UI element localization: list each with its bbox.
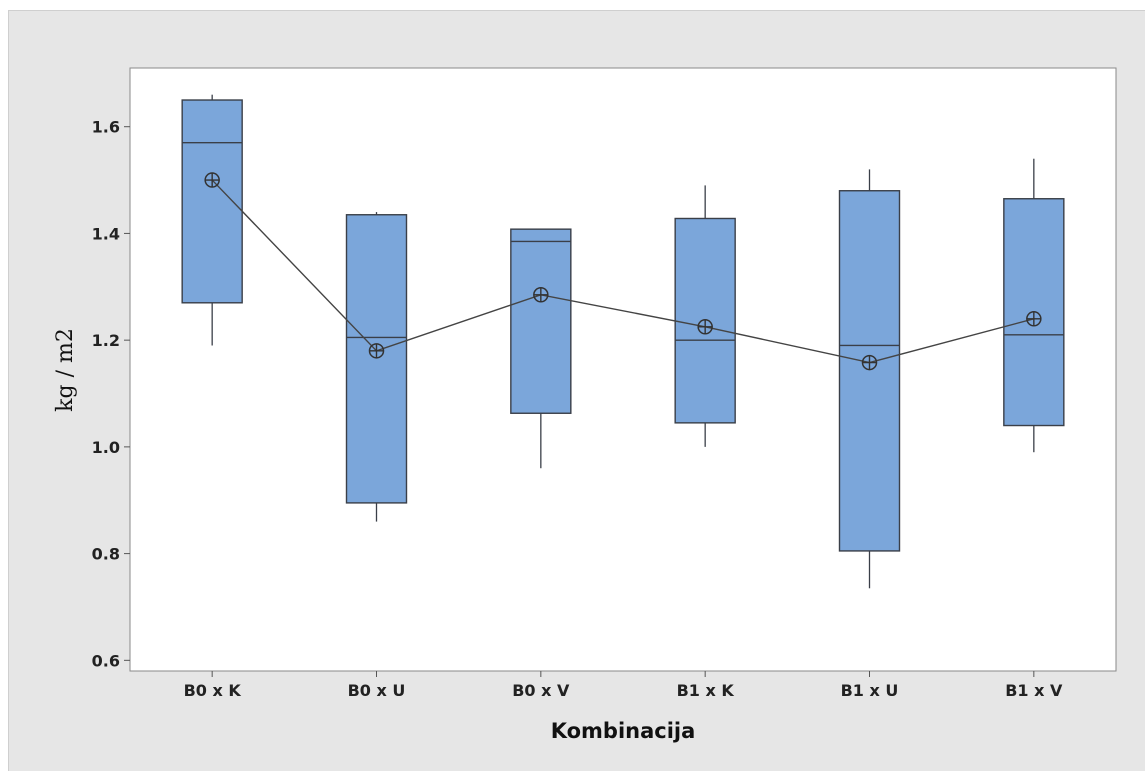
- x-tick-label: B0 x U: [348, 681, 406, 700]
- box-4: [674, 185, 736, 447]
- mean-symbol: [861, 354, 878, 371]
- x-tick-label: B1 x K: [677, 681, 735, 700]
- iqr-box: [345, 214, 408, 504]
- box-6: [1003, 158, 1065, 453]
- iqr-box: [838, 190, 901, 552]
- box-5: [838, 169, 901, 589]
- box-2: [345, 212, 408, 522]
- x-tick-label: B1 x V: [1005, 681, 1063, 700]
- x-axis-title: Kombinacija: [551, 719, 696, 743]
- mean-connect-line: [211, 179, 1035, 364]
- x-tick-label: B0 x V: [512, 681, 570, 700]
- box-3: [510, 228, 572, 469]
- y-tick-label: 1.2: [92, 331, 120, 350]
- y-tick-label: 1.4: [92, 224, 120, 243]
- y-tick-label: 0.6: [92, 651, 120, 670]
- y-tick-label: 1.6: [92, 118, 120, 137]
- y-tick-label: 0.8: [92, 545, 120, 564]
- plot-area: [129, 67, 1117, 672]
- iqr-box: [510, 228, 572, 414]
- mean-symbol: [204, 172, 220, 188]
- iqr-box: [1003, 198, 1065, 427]
- y-tick-label: 1.0: [92, 438, 120, 457]
- y-axis-title: kg / m2: [53, 328, 78, 412]
- x-tick-label: B0 x K: [184, 681, 242, 700]
- mean-symbol: [697, 319, 713, 335]
- x-tick-label: B1 x U: [841, 681, 899, 700]
- mean-symbol: [1026, 311, 1042, 327]
- x-axis: B0 x K B0 x U B0 x V B1 x K B1 x U B1 x V: [184, 671, 1063, 700]
- y-axis: 0.6 0.8 1.0 1.2 1.4 1.6: [92, 118, 130, 670]
- mean-symbol: [533, 287, 549, 303]
- mean-symbol: [368, 343, 385, 359]
